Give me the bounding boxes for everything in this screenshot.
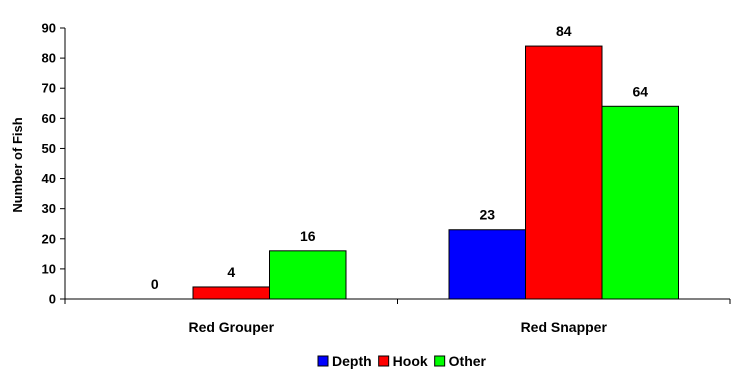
legend-swatch-depth <box>317 355 329 367</box>
data-label: 0 <box>151 276 159 292</box>
bar-other <box>601 105 679 300</box>
y-tick-label: 90 <box>42 21 56 36</box>
y-tick-label: 60 <box>42 111 56 126</box>
data-label: 64 <box>632 83 648 99</box>
data-label: 23 <box>479 207 495 223</box>
bar-hook <box>192 286 270 300</box>
legend-swatch-other <box>434 355 446 367</box>
legend-label-other: Other <box>449 353 487 369</box>
x-tick-label: Red Grouper <box>188 319 274 335</box>
y-tick-label: 40 <box>42 171 56 186</box>
y-tick-label: 10 <box>42 261 56 276</box>
x-tick-label: Red Snapper <box>521 319 608 335</box>
y-axis-title: Number of Fish <box>10 117 25 212</box>
y-tick-label: 80 <box>42 51 56 66</box>
y-tick-label: 30 <box>42 201 56 216</box>
y-tick-label: 20 <box>42 231 56 246</box>
legend-label-depth: Depth <box>332 353 372 369</box>
data-label: 84 <box>556 23 572 39</box>
legend: Depth Hook Other <box>317 353 487 369</box>
y-tick-label: 50 <box>42 141 56 156</box>
data-label: 16 <box>300 228 316 244</box>
legend-swatch-hook <box>378 355 390 367</box>
y-tick-label: 70 <box>42 81 56 96</box>
y-axis: 0 10 20 30 40 50 60 70 80 90 <box>42 21 66 307</box>
x-axis: Red Grouper Red Snapper <box>64 298 731 335</box>
y-tick-label: 0 <box>49 292 56 307</box>
legend-label-hook: Hook <box>393 353 428 369</box>
bar-other <box>269 250 347 300</box>
bars: 0 4 16 23 84 64 <box>151 23 679 300</box>
bar-depth <box>448 229 526 300</box>
bar-hook <box>525 45 603 300</box>
data-label: 4 <box>227 264 235 280</box>
